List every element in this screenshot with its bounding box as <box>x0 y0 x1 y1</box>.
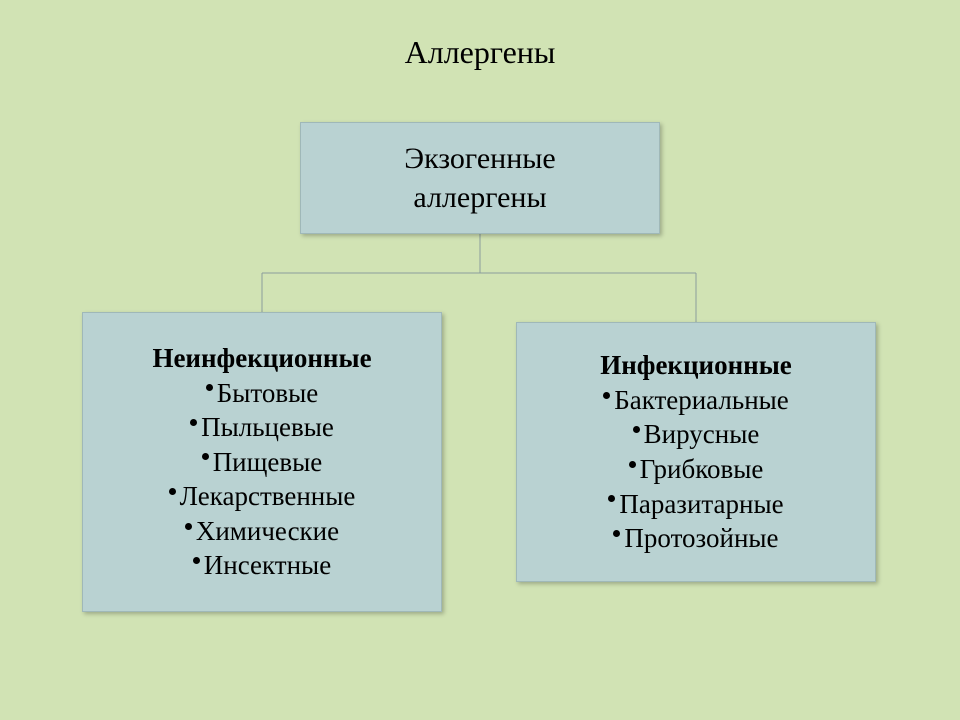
list-item-label: Химические <box>196 514 339 549</box>
bullet-icon <box>202 453 209 460</box>
right-node: Инфекционные БактериальныеВирусныеГрибко… <box>516 322 876 582</box>
left-node-items: БытовыеПыльцевыеПищевыеЛекарственныеХими… <box>169 376 356 583</box>
bullet-icon <box>633 426 640 433</box>
list-item: Пищевые <box>202 445 323 480</box>
list-item-label: Паразитарные <box>619 487 783 522</box>
bullet-icon <box>193 557 200 564</box>
list-item: Паразитарные <box>608 487 783 522</box>
list-item: Химические <box>185 514 339 549</box>
list-item-label: Инсектные <box>204 548 331 583</box>
bullet-icon <box>169 488 176 495</box>
bullet-icon <box>206 384 213 391</box>
list-item-label: Пищевые <box>213 445 323 480</box>
list-item-label: Вирусные <box>644 417 760 452</box>
list-item-label: Бытовые <box>217 376 318 411</box>
bullet-icon <box>608 495 615 502</box>
list-item: Бытовые <box>206 376 318 411</box>
root-node: Экзогенные аллергены <box>300 122 660 234</box>
list-item-label: Пыльцевые <box>201 410 334 445</box>
bullet-icon <box>603 392 610 399</box>
list-item: Вирусные <box>633 417 760 452</box>
bullet-icon <box>629 461 636 468</box>
list-item-label: Бактериальные <box>614 383 789 418</box>
bullet-icon <box>613 530 620 537</box>
slide-title: Аллергены <box>0 34 960 71</box>
left-node: Неинфекционные БытовыеПыльцевыеПищевыеЛе… <box>82 312 442 612</box>
left-node-title: Неинфекционные <box>152 341 371 376</box>
list-item-label: Лекарственные <box>180 479 356 514</box>
list-item: Протозойные <box>613 521 778 556</box>
root-line2: аллергены <box>413 178 546 217</box>
list-item: Бактериальные <box>603 383 789 418</box>
list-item-label: Протозойные <box>624 521 778 556</box>
list-item: Грибковые <box>629 452 764 487</box>
list-item-label: Грибковые <box>640 452 764 487</box>
right-node-title: Инфекционные <box>600 348 792 383</box>
bullet-icon <box>185 523 192 530</box>
bullet-icon <box>190 419 197 426</box>
list-item: Лекарственные <box>169 479 356 514</box>
right-node-items: БактериальныеВирусныеГрибковыеПаразитарн… <box>603 383 789 556</box>
list-item: Пыльцевые <box>190 410 334 445</box>
list-item: Инсектные <box>193 548 331 583</box>
root-line1: Экзогенные <box>404 139 555 178</box>
